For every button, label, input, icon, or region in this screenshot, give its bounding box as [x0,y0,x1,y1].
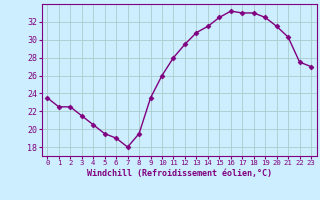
X-axis label: Windchill (Refroidissement éolien,°C): Windchill (Refroidissement éolien,°C) [87,169,272,178]
